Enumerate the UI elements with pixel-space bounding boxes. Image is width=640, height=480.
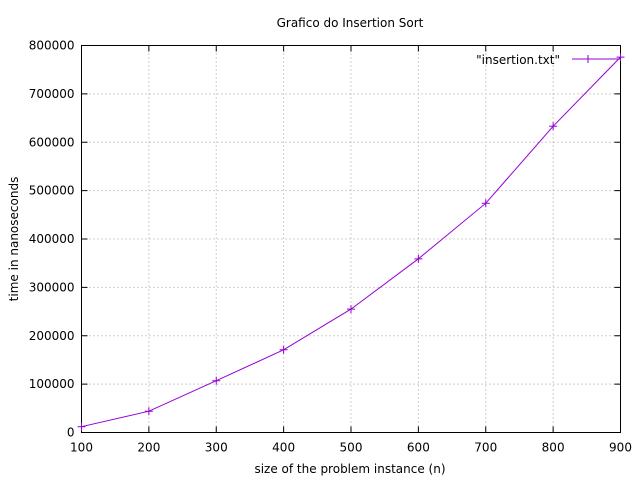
y-tick-label: 500000 — [29, 184, 75, 198]
y-tick-label: 200000 — [29, 329, 75, 343]
data-point-marker — [549, 122, 558, 131]
y-tick-label: 0 — [67, 426, 75, 440]
legend-label: "insertion.txt" — [476, 53, 560, 67]
x-tick-label: 400 — [272, 441, 295, 455]
x-tick-label: 700 — [474, 441, 497, 455]
y-tick-label: 100000 — [29, 377, 75, 391]
y-tick-label: 700000 — [29, 87, 75, 101]
series-layer — [77, 53, 625, 431]
data-point-marker — [279, 345, 288, 354]
x-tick-label: 200 — [137, 441, 160, 455]
x-axis-label: size of the problem instance (n) — [254, 462, 445, 476]
y-tick-label: 300000 — [29, 280, 75, 294]
legend: "insertion.txt" — [476, 53, 620, 67]
data-point-marker — [212, 376, 221, 385]
x-tick-label: 600 — [407, 441, 430, 455]
data-point-marker — [144, 407, 153, 416]
x-tick-label: 500 — [340, 441, 363, 455]
data-point-marker — [616, 53, 625, 62]
axis-ticks: 100 200 300 400 500 600 700 800 900 0 100000 200000… — [29, 39, 632, 455]
x-tick-label: 100 — [70, 441, 93, 455]
y-tick-label: 800000 — [29, 39, 75, 53]
legend-marker — [584, 55, 592, 63]
data-point-marker — [481, 199, 490, 208]
x-tick-label: 300 — [205, 441, 228, 455]
data-point-marker — [77, 422, 86, 431]
grid — [81, 45, 621, 433]
data-point-marker — [414, 254, 423, 263]
x-tick-label: 900 — [609, 441, 632, 455]
chart-title: Grafico do Insertion Sort — [277, 16, 424, 30]
y-tick-label: 600000 — [29, 135, 75, 149]
x-tick-label: 800 — [542, 441, 565, 455]
y-tick-label: 400000 — [29, 232, 75, 246]
data-point-marker — [347, 305, 355, 314]
y-axis-label: time in nanoseconds — [7, 177, 21, 302]
